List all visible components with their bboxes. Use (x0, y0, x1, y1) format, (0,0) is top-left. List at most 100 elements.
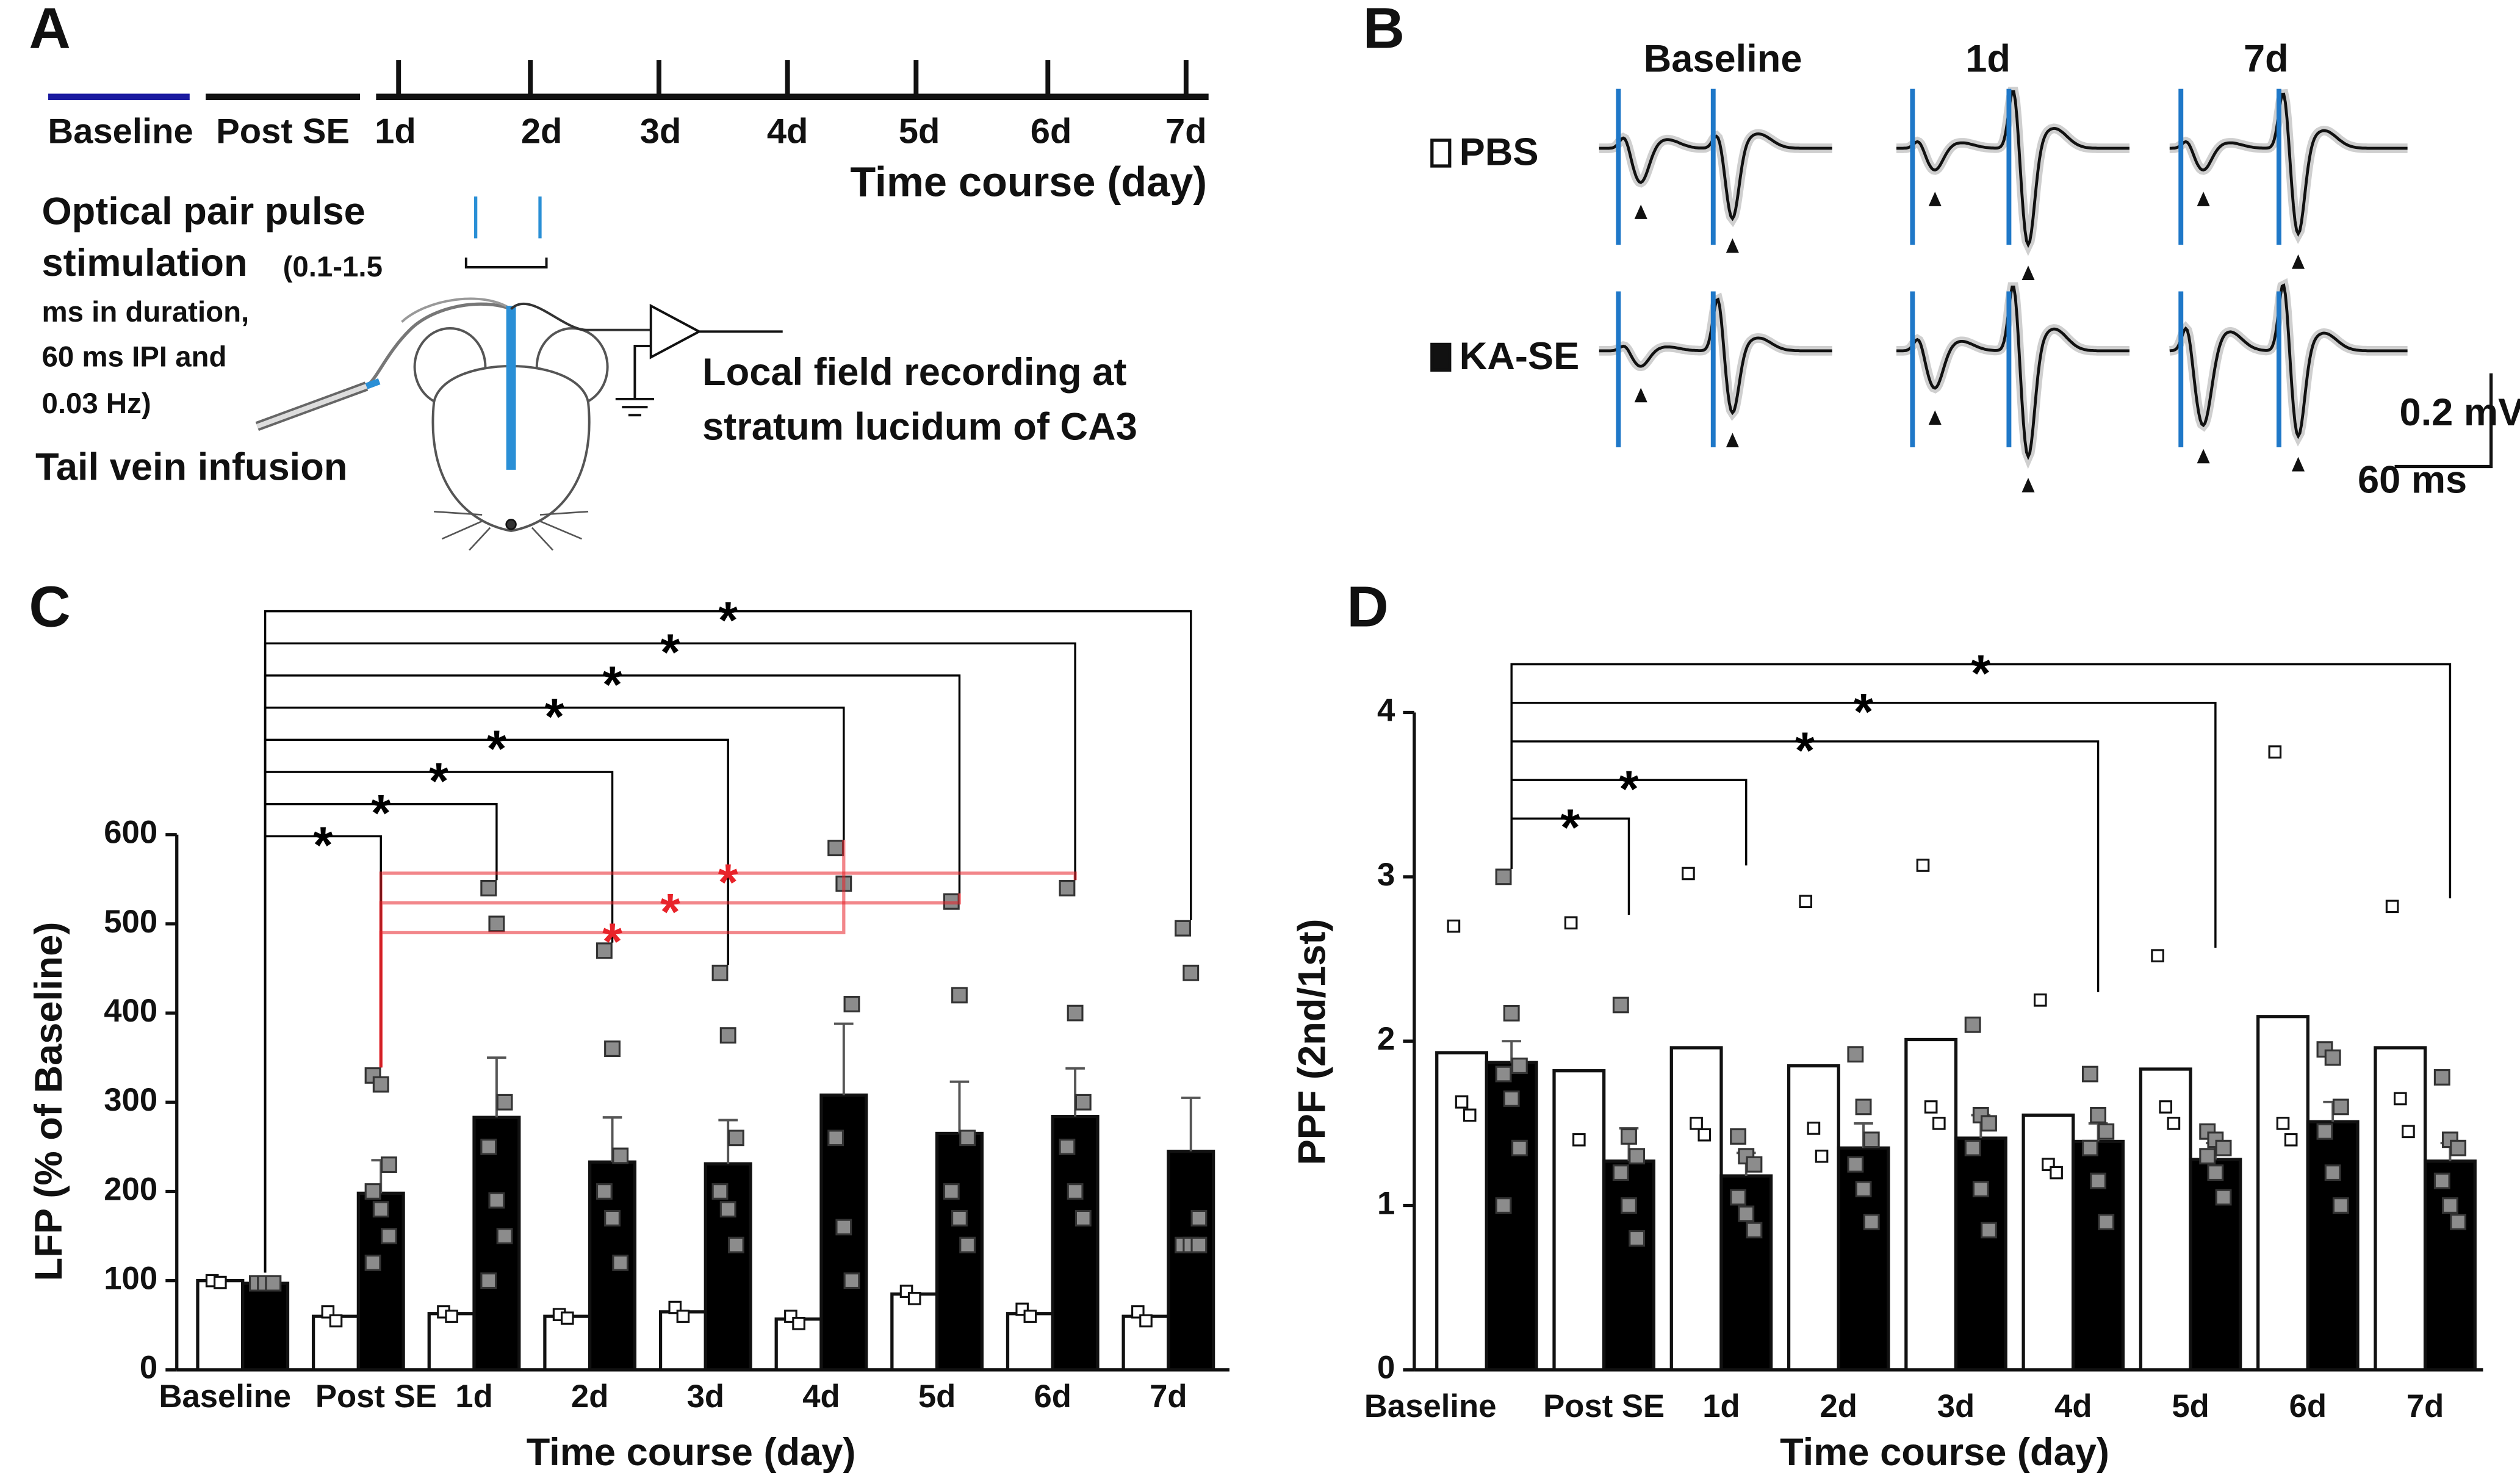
data-point (2385, 899, 2399, 914)
data-point (2159, 1100, 2173, 1114)
timeline-label: 5d (899, 112, 940, 151)
data-point (1067, 1183, 1084, 1200)
data-point (711, 964, 729, 981)
data-point (1139, 1314, 1153, 1328)
x-tick-label: Baseline (159, 1379, 291, 1415)
arrowhead (1928, 410, 1942, 425)
data-point (2050, 1166, 2063, 1180)
data-point (676, 1310, 690, 1323)
data-point (480, 1138, 497, 1155)
data-point (719, 1027, 736, 1044)
arrowhead (2291, 456, 2305, 472)
data-point (2167, 1117, 2181, 1130)
bar (2306, 1120, 2360, 1372)
y-tick-label: 600 (104, 815, 157, 851)
arrowhead (2291, 254, 2305, 269)
bar (427, 1312, 476, 1372)
bar (1167, 1150, 1215, 1372)
data-point (2332, 1098, 2349, 1116)
data-point (2316, 1123, 2333, 1140)
significance-star: * (602, 913, 622, 970)
data-point (372, 1201, 389, 1218)
recording-text: Local field recording at (702, 351, 1126, 394)
data-point (496, 1228, 513, 1244)
bar (1435, 1051, 1489, 1372)
data-point (1682, 867, 1695, 881)
y-tick-label: 0 (1377, 1350, 1395, 1386)
data-point (1067, 1004, 1084, 1022)
data-point (1175, 920, 1192, 937)
significance-star: * (371, 784, 391, 842)
data-point (1495, 1065, 1512, 1083)
error-bar (834, 1022, 854, 1095)
arrowhead (1634, 388, 1647, 403)
significance-bracket (379, 871, 1077, 1068)
data-point (2332, 1197, 2349, 1214)
data-point (1059, 879, 1076, 896)
bar (1552, 1069, 1606, 1372)
legend-label: PBS (1460, 131, 1539, 173)
timeline-label: Baseline (48, 112, 193, 151)
data-point (1495, 1197, 1512, 1214)
data-point (1572, 1133, 1586, 1147)
data-point (612, 1254, 629, 1271)
data-point (2324, 1164, 2341, 1181)
data-point (1503, 1004, 1520, 1022)
arrowhead (1928, 192, 1942, 206)
bar (1904, 1037, 1958, 1372)
trace-shade (2169, 278, 2408, 447)
x-tick-label: Post SE (1543, 1388, 1665, 1424)
data-point (1981, 1222, 1997, 1239)
significance-star: * (486, 720, 506, 777)
data-point (1023, 1310, 1037, 1323)
data-point (1183, 964, 1200, 981)
bar (1669, 1046, 1723, 1372)
bar (543, 1314, 592, 1372)
legend-swatch (1430, 139, 1452, 168)
significance-bracket (264, 706, 845, 1273)
data-point (1730, 1189, 1747, 1206)
arrowhead (2021, 265, 2035, 281)
arrowhead (2197, 449, 2210, 464)
trace-shade (2169, 88, 2408, 244)
x-axis-title: Time course (day) (527, 1431, 856, 1474)
significance-star: * (313, 817, 333, 874)
y-axis-title: LFP (% of Baseline) (27, 922, 70, 1282)
y-tick-label: 100 (104, 1261, 157, 1297)
stimulation-text: 0.03 Hz) (41, 388, 151, 420)
legend-label: KA-SE (1460, 335, 1580, 378)
data-point (1612, 997, 1629, 1014)
arrowhead (1726, 433, 1739, 447)
significance-star: * (718, 591, 738, 649)
significance-star: * (1619, 760, 1639, 818)
data-point (488, 1192, 505, 1209)
trace (2169, 92, 2408, 237)
recording-text: stratum lucidum of CA3 (702, 406, 1137, 449)
scale-label: 60 ms (2358, 459, 2467, 502)
data-point (792, 1317, 805, 1330)
data-point (1059, 1138, 1076, 1155)
y-tick-label: 400 (104, 993, 157, 1029)
data-point (1629, 1148, 1646, 1165)
data-point (560, 1311, 574, 1325)
bar (2256, 1015, 2309, 1372)
y-tick-label: 2 (1377, 1021, 1395, 1057)
y-axis-title: PPF (2nd/1st) (1291, 919, 1333, 1166)
data-point (827, 840, 844, 857)
y-tick-label: 0 (140, 1350, 157, 1386)
data-point (719, 1201, 736, 1218)
data-point (2450, 1213, 2467, 1230)
x-tick-label: Post SE (315, 1379, 437, 1415)
trace (1896, 285, 2129, 461)
data-point (2098, 1213, 2115, 1230)
data-point (1190, 1236, 1208, 1253)
data-point (1863, 1131, 1880, 1148)
data-point (2393, 1092, 2407, 1106)
y-tick-label: 3 (1377, 857, 1395, 893)
significance-bracket (264, 610, 1192, 1273)
trace (1896, 90, 2129, 248)
arrowhead (2197, 192, 2210, 206)
data-point (1495, 868, 1512, 885)
panel-label: C (29, 575, 70, 640)
